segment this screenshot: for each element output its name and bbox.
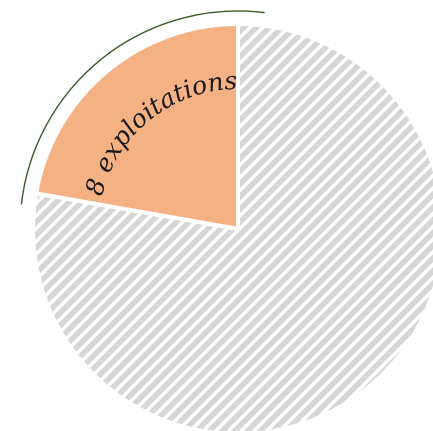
pie-slices xyxy=(31,22,433,431)
highlight-arc xyxy=(20,10,265,205)
pie-slice-exploitations xyxy=(34,22,240,231)
pie-slice-remaining xyxy=(31,22,433,431)
